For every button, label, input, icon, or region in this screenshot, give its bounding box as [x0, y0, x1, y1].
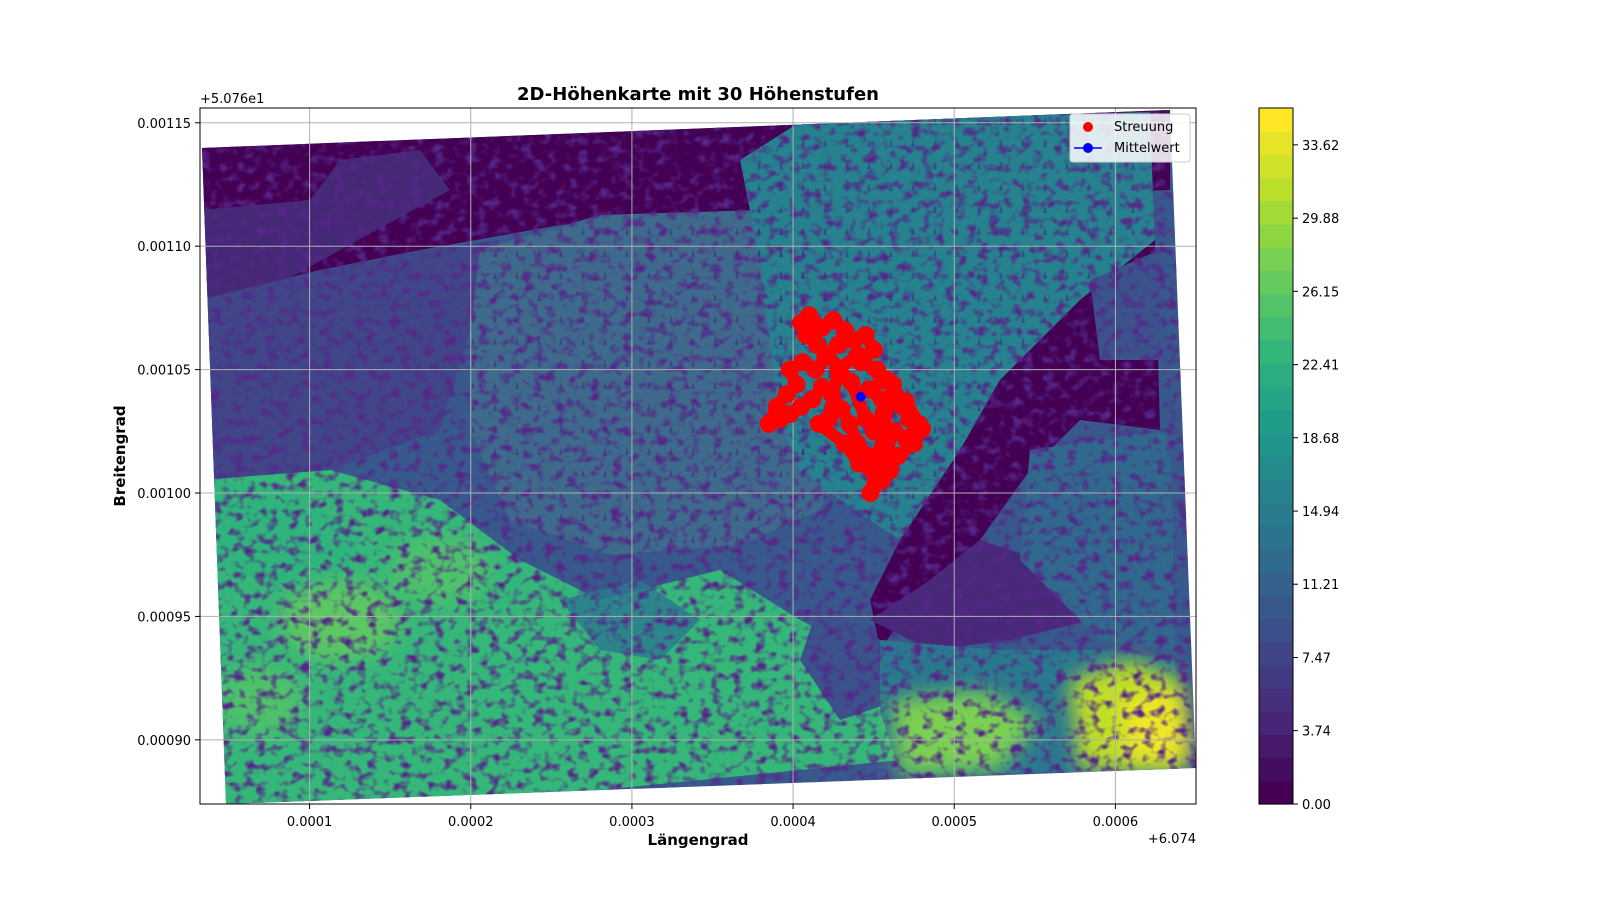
colorbar-tick-label: 7.47 — [1302, 652, 1331, 667]
colorbar-tick-label: 3.74 — [1302, 725, 1331, 740]
x-tick-label: 0.0006 — [1093, 815, 1139, 830]
y-tick-label: 0.00100 — [137, 487, 191, 502]
x-tick-label: 0.0004 — [770, 815, 816, 830]
mean-point — [855, 391, 866, 402]
colorbar-tick-label: 18.68 — [1302, 432, 1339, 447]
colorbar-level — [1259, 131, 1293, 155]
colorbar-level — [1259, 572, 1293, 596]
colorbar-ticks: 0.00 3.74 7.47 11.21 14.94 18.68 22.41 26.15 29.… — [1293, 139, 1339, 813]
colorbar-level — [1259, 247, 1293, 271]
colorbar-level — [1259, 595, 1293, 619]
colorbar-level — [1259, 270, 1293, 295]
colorbar-level — [1259, 548, 1293, 573]
y-offset-label: +5.076e1 — [200, 92, 264, 107]
x-tick-label: 0.0003 — [609, 815, 655, 830]
colorbar-level — [1259, 711, 1293, 735]
colorbar-level — [1259, 224, 1293, 248]
colorbar-level — [1259, 386, 1293, 411]
y-tick-label: 0.00095 — [137, 610, 191, 625]
chart-title: 2D-Höhenkarte mit 30 Höhenstufen — [517, 84, 879, 105]
heightmap-image — [202, 110, 1196, 804]
colorbar-level — [1259, 293, 1293, 318]
colorbar-frame — [1258, 107, 1294, 805]
colorbar-level — [1259, 688, 1293, 712]
x-tick-label: 0.0002 — [448, 815, 494, 830]
colorbar-level — [1259, 340, 1293, 364]
y-tick-label: 0.00090 — [137, 734, 191, 749]
colorbar-level — [1259, 780, 1293, 805]
legend-scatter-marker — [1083, 122, 1093, 132]
colorbar-level — [1259, 316, 1293, 341]
legend-mean-label: Mittelwert — [1114, 141, 1180, 156]
colorbar-level — [1259, 618, 1293, 643]
colorbar-level — [1259, 409, 1293, 434]
mean-series — [855, 391, 866, 402]
colorbar-level — [1259, 456, 1293, 480]
legend-scatter-label: Streuung — [1114, 120, 1173, 135]
colorbar-level — [1259, 641, 1293, 666]
colorbar-tick-label: 29.88 — [1302, 212, 1339, 227]
scatter-trace — [822, 363, 845, 425]
colorbar-tick-label: 0.00 — [1302, 798, 1331, 813]
x-offset-label: +6.074 — [1148, 832, 1196, 847]
grid-lines — [200, 108, 1196, 804]
colorbar-level — [1259, 177, 1293, 202]
colorbar-level — [1259, 108, 1293, 132]
colorbar-level — [1259, 154, 1293, 179]
colorbar-level — [1259, 664, 1293, 689]
colorbar-tick-label: 11.21 — [1302, 578, 1339, 593]
y-tick-label: 0.00115 — [137, 117, 191, 132]
scatter-trace — [864, 378, 900, 500]
scatter-trace — [851, 348, 912, 408]
colorbar-level — [1259, 363, 1293, 387]
colorbar-tick-label: 33.62 — [1302, 139, 1339, 154]
colorbar-level — [1259, 757, 1293, 782]
colorbar-level — [1259, 200, 1293, 225]
colorbar-level — [1259, 479, 1293, 503]
colorbar-level — [1259, 502, 1293, 527]
colorbar-level — [1259, 734, 1293, 759]
colorbar-tick-label: 22.41 — [1302, 359, 1339, 374]
legend-mean-marker — [1083, 143, 1093, 153]
colorbar-level — [1259, 432, 1293, 457]
x-axis-label: Längengrad — [648, 831, 749, 849]
plot-frame — [199, 107, 1197, 805]
colorbar-tick-label: 26.15 — [1302, 285, 1339, 300]
y-tick-label: 0.00105 — [137, 364, 191, 379]
legend: Streuung Mittelwert — [1069, 113, 1191, 163]
colorbar — [1258, 107, 1294, 805]
y-axis-label: Breitengrad — [111, 405, 129, 506]
y-axis-ticks: 0.00090 0.00095 0.00100 0.00105 0.00110 0.001… — [137, 117, 200, 749]
colorbar-level — [1259, 525, 1293, 550]
scatter-series — [759, 306, 932, 503]
x-tick-label: 0.0001 — [287, 815, 333, 830]
colorbar-tick-label: 14.94 — [1302, 505, 1339, 520]
x-axis-ticks: 0.0001 0.0002 0.0003 0.0004 0.0005 0.0006 — [287, 804, 1138, 830]
y-tick-label: 0.00110 — [137, 240, 191, 255]
x-tick-label: 0.0005 — [932, 815, 978, 830]
